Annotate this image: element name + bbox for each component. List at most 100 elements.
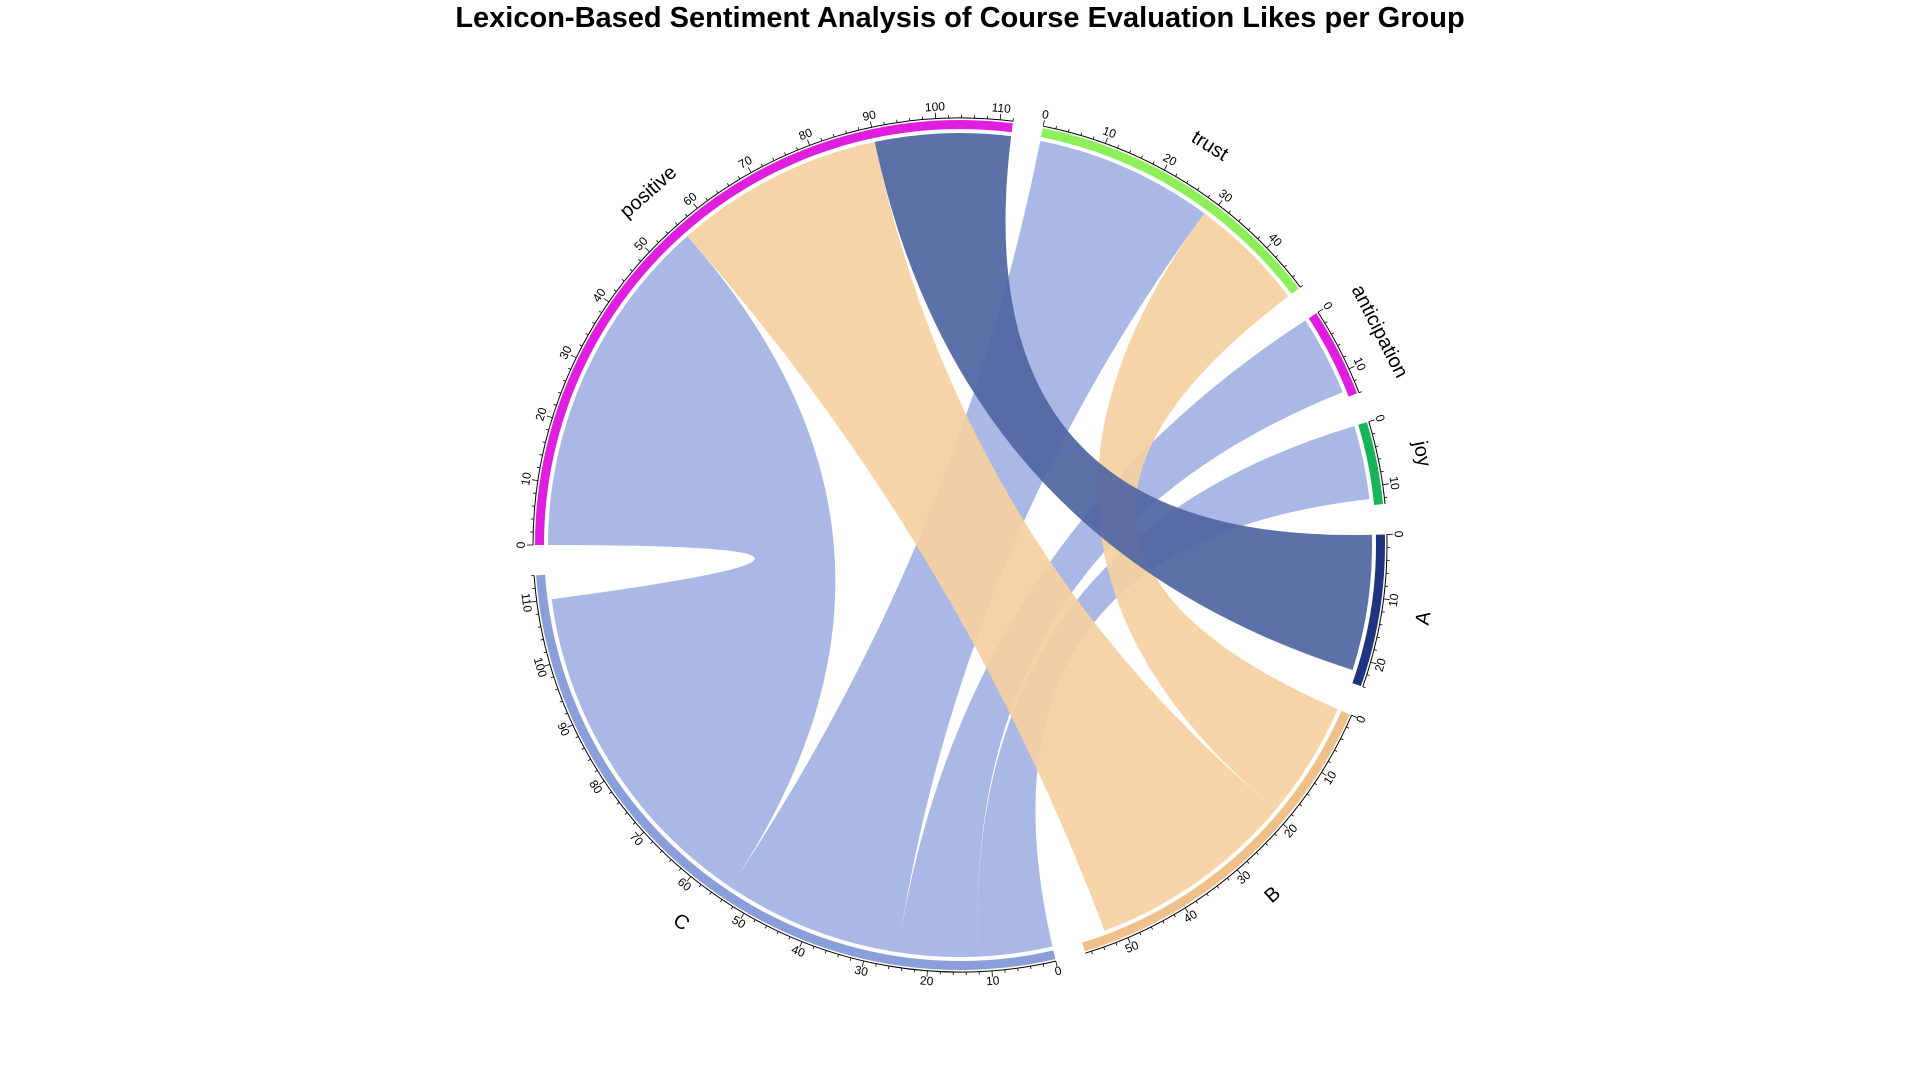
minor-tick	[613, 289, 617, 292]
minor-tick	[1150, 926, 1153, 930]
major-tick	[686, 876, 692, 882]
major-tick	[799, 941, 803, 948]
minor-tick	[567, 367, 571, 370]
minor-tick	[1358, 391, 1362, 394]
sector-label: B	[1260, 882, 1285, 907]
tick-label: 50	[1123, 938, 1141, 956]
tick-label: 10	[986, 973, 1001, 988]
minor-tick	[585, 332, 589, 336]
sector-label: trust	[1187, 126, 1232, 166]
minor-tick	[537, 466, 541, 469]
minor-tick	[1055, 125, 1057, 129]
tick-label: 0	[1053, 963, 1063, 978]
minor-tick	[845, 130, 847, 134]
major-tick	[639, 831, 645, 837]
tick-label: 10	[518, 471, 534, 487]
tick-label: 80	[586, 777, 605, 796]
major-tick	[1368, 419, 1375, 423]
minor-tick	[638, 259, 642, 262]
tick-label: 30	[1234, 868, 1253, 888]
tick-label: 60	[680, 189, 699, 208]
minor-tick	[857, 127, 860, 131]
tick-label: 10	[1387, 475, 1403, 491]
major-tick	[693, 203, 698, 209]
major-tick	[570, 354, 577, 359]
major-tick	[1105, 137, 1108, 144]
major-tick	[1317, 308, 1324, 313]
tick-label: 10	[1321, 768, 1340, 787]
tick-label: 70	[736, 153, 755, 172]
minor-tick	[1140, 155, 1143, 159]
minor-tick	[562, 379, 566, 382]
minor-tick	[883, 121, 885, 125]
major-tick	[999, 113, 1002, 120]
minor-tick	[587, 758, 591, 762]
sector-label: positive	[616, 161, 681, 222]
minor-tick	[1129, 150, 1131, 154]
minor-tick	[1216, 885, 1220, 889]
minor-tick	[1265, 842, 1268, 846]
tick-label: 0	[1392, 531, 1406, 538]
sector-track	[1358, 422, 1384, 505]
minor-tick	[1314, 782, 1318, 786]
minor-tick	[1299, 803, 1302, 807]
tick-label: 0	[1320, 299, 1336, 313]
major-tick	[807, 139, 811, 146]
major-tick	[546, 415, 553, 419]
tick-label: 100	[531, 656, 550, 679]
major-tick	[1163, 164, 1168, 171]
tick-label: 50	[730, 913, 749, 932]
sector-a: 0 10 20 A	[1352, 531, 1436, 689]
minor-tick	[1115, 942, 1118, 946]
minor-tick	[875, 963, 877, 967]
minor-tick	[542, 441, 546, 443]
minor-tick	[832, 133, 835, 138]
minor-tick	[1197, 187, 1200, 191]
minor-tick	[1256, 852, 1259, 855]
minor-tick	[1257, 236, 1261, 240]
minor-tick	[764, 925, 768, 929]
sector-track	[1308, 313, 1358, 397]
minor-tick	[1162, 920, 1165, 924]
minor-tick	[581, 747, 585, 750]
major-tick	[1383, 598, 1390, 601]
minor-tick	[624, 812, 628, 815]
minor-tick	[705, 197, 708, 201]
major-tick	[530, 600, 537, 603]
minor-tick	[579, 344, 583, 347]
minor-tick	[1379, 624, 1383, 626]
minor-tick	[1274, 833, 1277, 837]
major-tick	[531, 479, 538, 482]
major-tick	[861, 960, 864, 967]
sector-axis	[1043, 125, 1301, 288]
tick-label: 0	[1041, 107, 1051, 122]
minor-tick	[698, 884, 702, 888]
tick-label: 30	[853, 963, 869, 980]
minor-tick	[1362, 686, 1366, 689]
minor-tick	[557, 391, 562, 394]
minor-tick	[1173, 914, 1176, 918]
minor-tick	[621, 279, 625, 282]
minor-tick	[1246, 860, 1250, 864]
minor-tick	[1300, 285, 1304, 288]
major-tick	[603, 298, 610, 303]
minor-tick	[659, 850, 663, 854]
minor-tick	[678, 867, 682, 871]
major-tick	[747, 167, 752, 173]
minor-tick	[685, 213, 688, 217]
minor-tick	[1195, 900, 1198, 904]
minor-tick	[1080, 132, 1083, 136]
tick-label: 100	[925, 99, 946, 114]
minor-tick	[656, 240, 659, 243]
tick-label: 20	[1372, 656, 1389, 673]
major-tick	[740, 913, 745, 919]
minor-tick	[1378, 458, 1382, 460]
minor-tick	[820, 138, 823, 142]
tick-label: 90	[861, 107, 877, 124]
tick-label: 60	[675, 875, 694, 894]
minor-tick	[1092, 136, 1095, 140]
link-b-positive	[687, 141, 1276, 931]
tick-label: 10	[1351, 355, 1369, 373]
sector-axis	[1317, 311, 1360, 393]
minor-tick	[1042, 963, 1045, 967]
